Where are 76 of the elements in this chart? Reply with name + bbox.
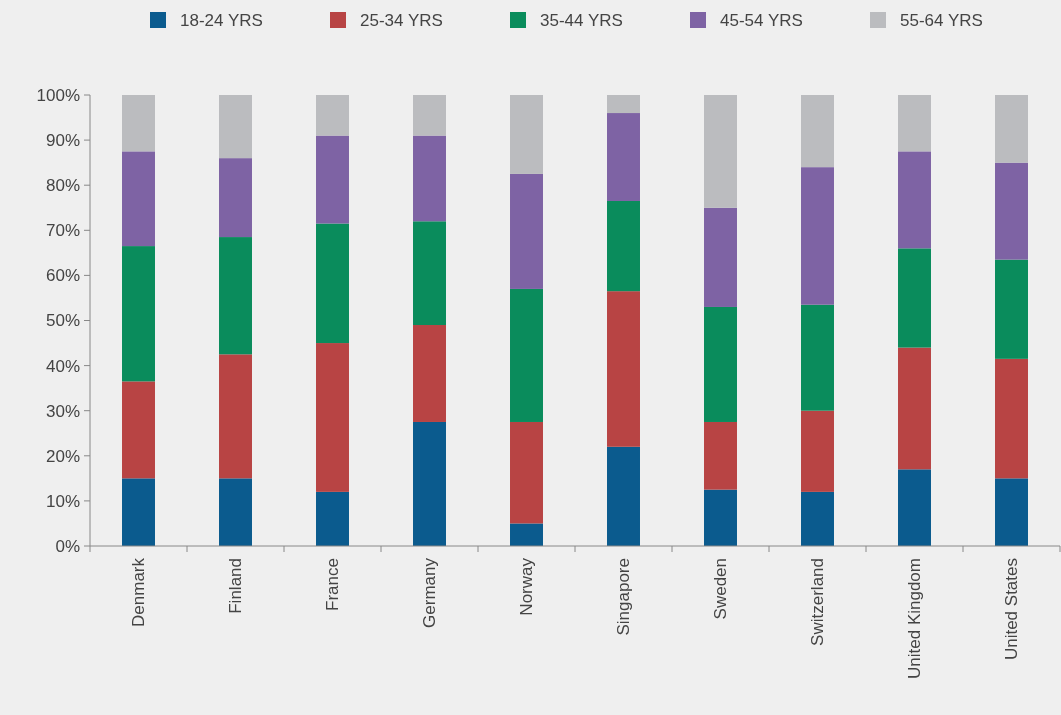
bar (995, 95, 1028, 163)
bar (219, 478, 252, 546)
bar (995, 162, 1028, 260)
bar (704, 207, 737, 307)
y-tick-label: 90% (45, 131, 80, 151)
y-tick-label: 20% (45, 446, 80, 466)
y-tick-label: 0% (55, 536, 80, 556)
bar (413, 421, 446, 546)
bar (801, 491, 834, 546)
bar (219, 95, 252, 159)
bar (413, 325, 446, 422)
legend-label: 18-24 YRS (180, 10, 263, 30)
bar (122, 151, 155, 247)
bar (510, 173, 543, 289)
bar (122, 478, 155, 546)
y-tick-label: 30% (45, 401, 80, 421)
x-tick-label: Germany (420, 557, 440, 628)
x-tick-label: Norway (517, 557, 537, 616)
y-tick-label: 10% (45, 491, 80, 511)
x-tick-label: Sweden (711, 558, 731, 620)
bar (413, 221, 446, 326)
bar (801, 304, 834, 411)
bar (122, 246, 155, 382)
bar (704, 95, 737, 208)
legend-label: 55-64 YRS (900, 10, 983, 30)
bar (413, 95, 446, 136)
y-tick-label: 50% (45, 311, 80, 331)
bar (316, 135, 349, 224)
bar (995, 259, 1028, 359)
bar (898, 469, 931, 546)
bar (607, 446, 640, 546)
bar (413, 135, 446, 222)
bar (219, 354, 252, 479)
bar (995, 478, 1028, 546)
bar (995, 358, 1028, 479)
bar (316, 223, 349, 344)
bar (607, 113, 640, 201)
bar (316, 343, 349, 492)
bar (219, 158, 252, 238)
bar (801, 410, 834, 492)
bar (704, 421, 737, 490)
bar (704, 306, 737, 422)
bar (898, 248, 931, 348)
y-tick-label: 80% (45, 176, 80, 196)
y-tick-label: 70% (45, 221, 80, 241)
legend-label: 35-44 YRS (540, 10, 623, 30)
bar (704, 489, 737, 546)
y-tick-label: 60% (45, 266, 80, 286)
bar (898, 151, 931, 249)
bar (122, 381, 155, 479)
bar (898, 95, 931, 152)
x-tick-label: Singapore (614, 558, 634, 636)
x-tick-label: United States (1002, 558, 1022, 661)
bar (122, 95, 155, 152)
bar (607, 291, 640, 447)
y-tick-label: 40% (45, 356, 80, 376)
bar (801, 95, 834, 168)
bar (219, 237, 252, 355)
bar (510, 95, 543, 174)
x-tick-label: United Kingdom (905, 558, 925, 679)
bar (316, 95, 349, 136)
bar (510, 288, 543, 422)
x-tick-label: France (323, 558, 343, 611)
x-tick-label: Switzerland (808, 558, 828, 646)
x-tick-label: Finland (226, 558, 246, 614)
y-tick-label: 100% (36, 85, 80, 105)
bar (607, 95, 640, 114)
bar (510, 523, 543, 546)
bar (316, 491, 349, 546)
legend-label: 45-54 YRS (720, 10, 803, 30)
bar (510, 421, 543, 524)
bar (801, 167, 834, 305)
legend-label: 25-34 YRS (360, 10, 443, 30)
bar (607, 200, 640, 292)
bar (898, 347, 931, 470)
x-tick-label: Denmark (129, 557, 149, 627)
